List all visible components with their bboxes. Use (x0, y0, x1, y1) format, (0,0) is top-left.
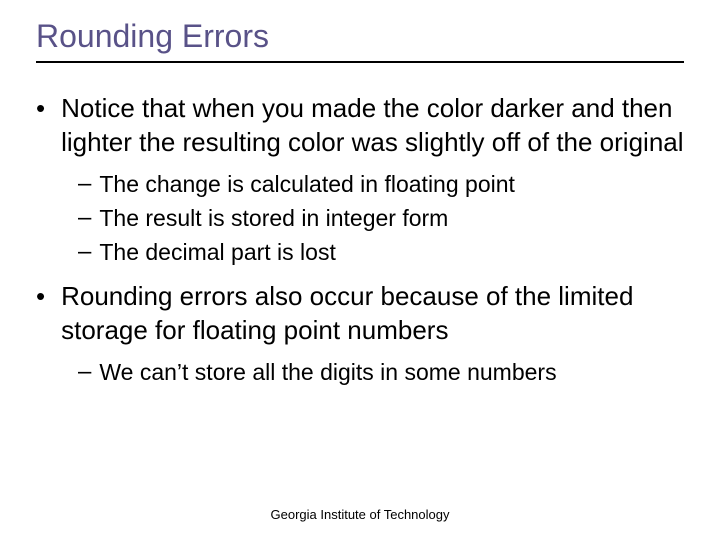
bullet-text: We can’t store all the digits in some nu… (99, 357, 556, 387)
bullet-text: The decimal part is lost (99, 237, 335, 267)
dash-marker: – (78, 203, 99, 233)
bullet-marker: • (36, 279, 61, 313)
bullet-group-1: • Notice that when you made the color da… (36, 91, 684, 159)
bullet-text: The result is stored in integer form (99, 203, 448, 233)
bullet-group-2: • Rounding errors also occur because of … (36, 279, 684, 347)
bullet-l2: – The change is calculated in floating p… (36, 169, 684, 199)
slide-content: • Notice that when you made the color da… (0, 63, 720, 387)
bullet-text: The change is calculated in floating poi… (99, 169, 515, 199)
slide-title: Rounding Errors (36, 18, 684, 61)
bullet-l1: • Rounding errors also occur because of … (36, 279, 684, 347)
dash-marker: – (78, 169, 99, 199)
bullet-marker: • (36, 91, 61, 125)
sub-bullet-group-2: – We can’t store all the digits in some … (36, 357, 684, 387)
title-block: Rounding Errors (0, 0, 720, 63)
bullet-l2: – The decimal part is lost (36, 237, 684, 267)
dash-marker: – (78, 357, 99, 387)
bullet-l1: • Notice that when you made the color da… (36, 91, 684, 159)
slide-footer: Georgia Institute of Technology (0, 507, 720, 522)
bullet-text: Notice that when you made the color dark… (61, 91, 684, 159)
bullet-l2: – We can’t store all the digits in some … (36, 357, 684, 387)
dash-marker: – (78, 237, 99, 267)
sub-bullet-group-1: – The change is calculated in floating p… (36, 169, 684, 267)
bullet-l2: – The result is stored in integer form (36, 203, 684, 233)
bullet-text: Rounding errors also occur because of th… (61, 279, 684, 347)
